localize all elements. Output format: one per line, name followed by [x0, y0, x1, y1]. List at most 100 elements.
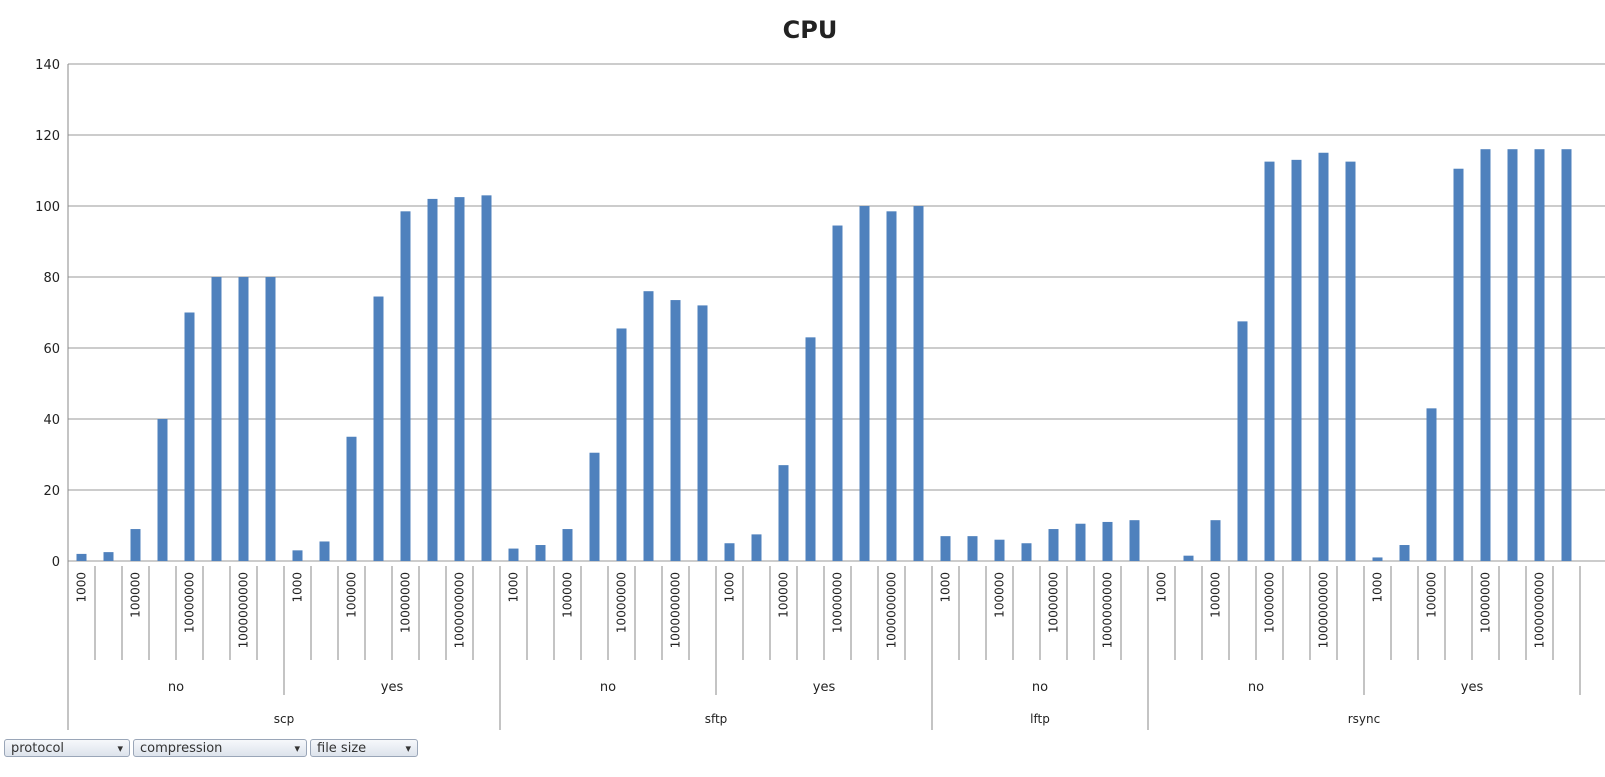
x-tick-label: 1000000000: [1317, 572, 1331, 648]
x-tick-label: 10000000: [1047, 572, 1061, 633]
bar: [184, 312, 195, 561]
bar: [1534, 149, 1545, 561]
x-tick-label: 1000000000: [237, 572, 251, 648]
bar: [454, 197, 465, 561]
bar: [1318, 152, 1329, 561]
bar: [1453, 168, 1464, 561]
group-label: rsync: [1348, 712, 1381, 726]
bar: [805, 337, 816, 561]
x-tick-label: 1000: [1155, 572, 1169, 603]
bar: [751, 534, 762, 561]
bar: [373, 296, 384, 561]
y-tick-label: 20: [43, 484, 60, 499]
bar: [1183, 555, 1194, 561]
bar: [1345, 161, 1356, 561]
x-tick-label: 1000: [291, 572, 305, 603]
bar: [1102, 521, 1113, 561]
bar: [1561, 149, 1572, 561]
group-label: no: [1032, 680, 1048, 695]
y-tick-label: 60: [43, 342, 60, 357]
bar: [616, 328, 627, 561]
x-tick-label: 100000: [345, 572, 359, 618]
x-tick-label: 1000000000: [453, 572, 467, 648]
bar: [211, 277, 222, 561]
y-tick-label: 120: [35, 129, 60, 144]
x-tick-label: 10000000: [183, 572, 197, 633]
field-button[interactable]: compression: [133, 739, 307, 758]
group-label: yes: [381, 680, 404, 695]
x-tick-label: 1000: [723, 572, 737, 603]
x-tick-label: 10000000: [615, 572, 629, 633]
x-tick-label: 100000: [777, 572, 791, 618]
group-label: no: [168, 680, 184, 695]
group-label: yes: [1461, 680, 1484, 695]
group-label: no: [600, 680, 616, 695]
bar: [1075, 523, 1086, 561]
bar: [76, 553, 87, 561]
y-tick-label: 40: [43, 413, 60, 428]
bar: [778, 465, 789, 561]
bar: [670, 300, 681, 561]
bar: [292, 550, 303, 561]
bar: [724, 543, 735, 561]
bar: [967, 536, 978, 561]
bar: [562, 529, 573, 561]
x-tick-label: 1000000000: [885, 572, 899, 648]
y-tick-label: 0: [52, 555, 60, 570]
x-tick-label: 100000: [1425, 572, 1439, 618]
field-button[interactable]: protocol: [4, 739, 130, 758]
x-tick-label: 100000: [561, 572, 575, 618]
x-tick-label: 1000: [939, 572, 953, 603]
bar: [1291, 159, 1302, 561]
x-tick-label: 1000: [1371, 572, 1385, 603]
group-label: scp: [274, 712, 294, 726]
bar: [1426, 408, 1437, 561]
bar: [1480, 149, 1491, 561]
bar: [535, 545, 546, 561]
bar: [643, 291, 654, 561]
x-tick-label: 1000000000: [1533, 572, 1547, 648]
bar: [859, 206, 870, 561]
y-tick-label: 80: [43, 271, 60, 286]
group-label: lftp: [1030, 712, 1050, 726]
group-label: sftp: [705, 712, 728, 726]
bar: [1129, 520, 1140, 561]
x-tick-label: 100000: [1209, 572, 1223, 618]
bar: [130, 529, 141, 561]
bar: [265, 277, 276, 561]
x-tick-label: 1000000000: [669, 572, 683, 648]
x-tick-label: 100000: [129, 572, 143, 618]
bar: [994, 539, 1005, 561]
bar: [319, 541, 330, 561]
bar: [1210, 520, 1221, 561]
bar: [508, 548, 519, 561]
bar: [103, 552, 114, 561]
bar: [346, 436, 357, 561]
bar: [427, 198, 438, 561]
group-label: yes: [813, 680, 836, 695]
x-tick-label: 1000000000: [1101, 572, 1115, 648]
bar: [1048, 529, 1059, 561]
x-tick-label: 10000000: [1479, 572, 1493, 633]
x-tick-label: 1000: [75, 572, 89, 603]
x-tick-label: 100000: [993, 572, 1007, 618]
bar: [157, 419, 168, 561]
y-tick-label: 100: [35, 200, 60, 215]
x-tick-label: 10000000: [1263, 572, 1277, 633]
bar: [1507, 149, 1518, 561]
bar: [1399, 545, 1410, 561]
bar: [1237, 321, 1248, 561]
chart-title: CPU: [783, 16, 838, 44]
bar: [697, 305, 708, 561]
y-tick-label: 140: [35, 58, 60, 73]
x-tick-label: 10000000: [831, 572, 845, 633]
field-button[interactable]: file size: [310, 739, 418, 758]
bar: [481, 195, 492, 561]
bar: [1264, 161, 1275, 561]
bar: [832, 225, 843, 561]
bar: [886, 211, 897, 561]
bar: [1372, 557, 1383, 561]
